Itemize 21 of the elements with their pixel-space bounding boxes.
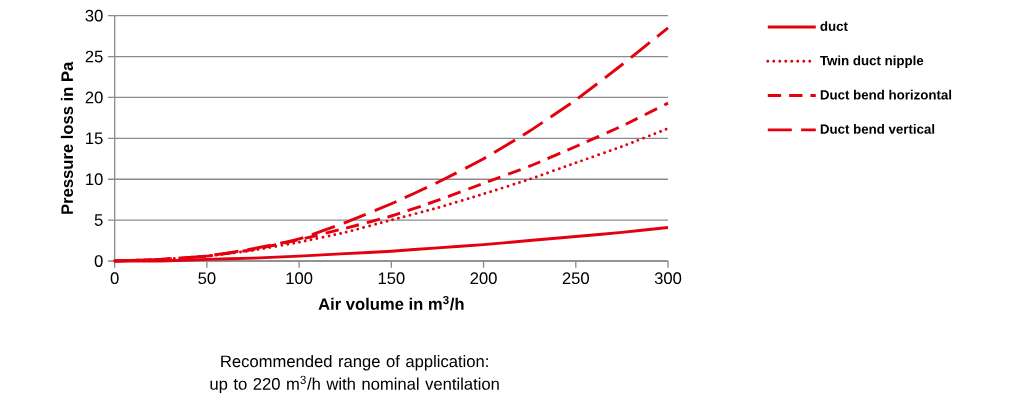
x-tick-label: 300 (654, 272, 682, 285)
y-tick-label: 25 (85, 50, 103, 63)
y-axis-title: Pressure loss in Pa (60, 61, 74, 214)
y-tick-label: 15 (86, 132, 103, 145)
y-tick-label: 10 (86, 173, 103, 186)
x-tick-label: 250 (562, 272, 589, 285)
y-tick-label: 0 (94, 255, 103, 267)
text: Recommended range of application: up to 220 m$^{3}$/h with nominal ventilation (210, 355, 499, 394)
x-axis-title: Air volume in m$^{3}$/h (318, 295, 464, 311)
x-tick-label: 200 (470, 272, 497, 285)
legend-label: Duct bend vertical (820, 124, 935, 134)
x-tick-label: 150 (378, 272, 405, 285)
y-tick-label: 20 (85, 91, 103, 104)
y-tick-label: 5 (94, 214, 103, 226)
x-tick-label: 0 (110, 272, 119, 285)
x-tick-label: 100 (286, 272, 313, 285)
y-tick-label: 30 (85, 9, 103, 22)
x-tick-label: 50 (198, 272, 216, 285)
legend-label: duct (820, 21, 848, 31)
legend-label: Twin duct nipple (820, 55, 924, 68)
legend-label: Duct bend horizontal (820, 89, 952, 100)
